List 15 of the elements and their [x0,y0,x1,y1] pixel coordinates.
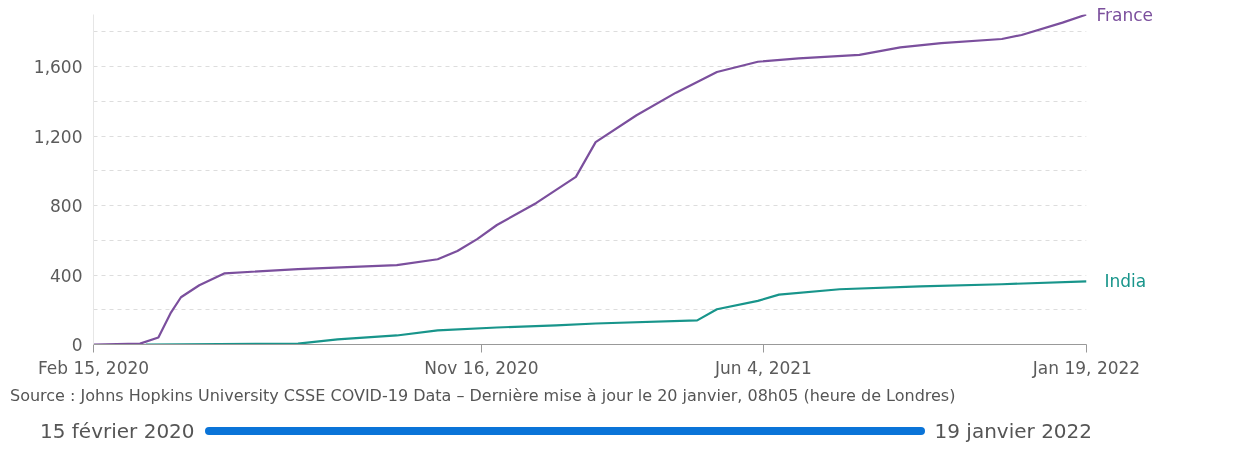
x-tick-label: Nov 16, 2020 [424,357,539,378]
line-series [144,280,1087,345]
text: 15 février 2020 [40,418,195,445]
series-label: France [1096,4,1154,25]
source-note: Source : Johns Hopkins University CSSE COVID-19 Data – Dernière mise à jour le 20 janvier, 08h05 (heure de Londres) [10,385,956,407]
y-tick-label: 1,200 [33,126,83,147]
series-label: India [1104,271,1147,292]
text: 19 janvier 2022 [934,418,1093,445]
y-tick-label: 400 [50,265,83,286]
y-tick-label: 800 [50,196,83,217]
x-tick-label: Feb 15, 2020 [37,357,150,378]
y-tick-label: 0 [71,335,83,355]
x-tick-label: Jan 19, 2022 [1031,357,1141,378]
x-tick-label: Jun 4, 2021 [714,357,812,378]
y-tick-label: 1,600 [33,57,83,78]
